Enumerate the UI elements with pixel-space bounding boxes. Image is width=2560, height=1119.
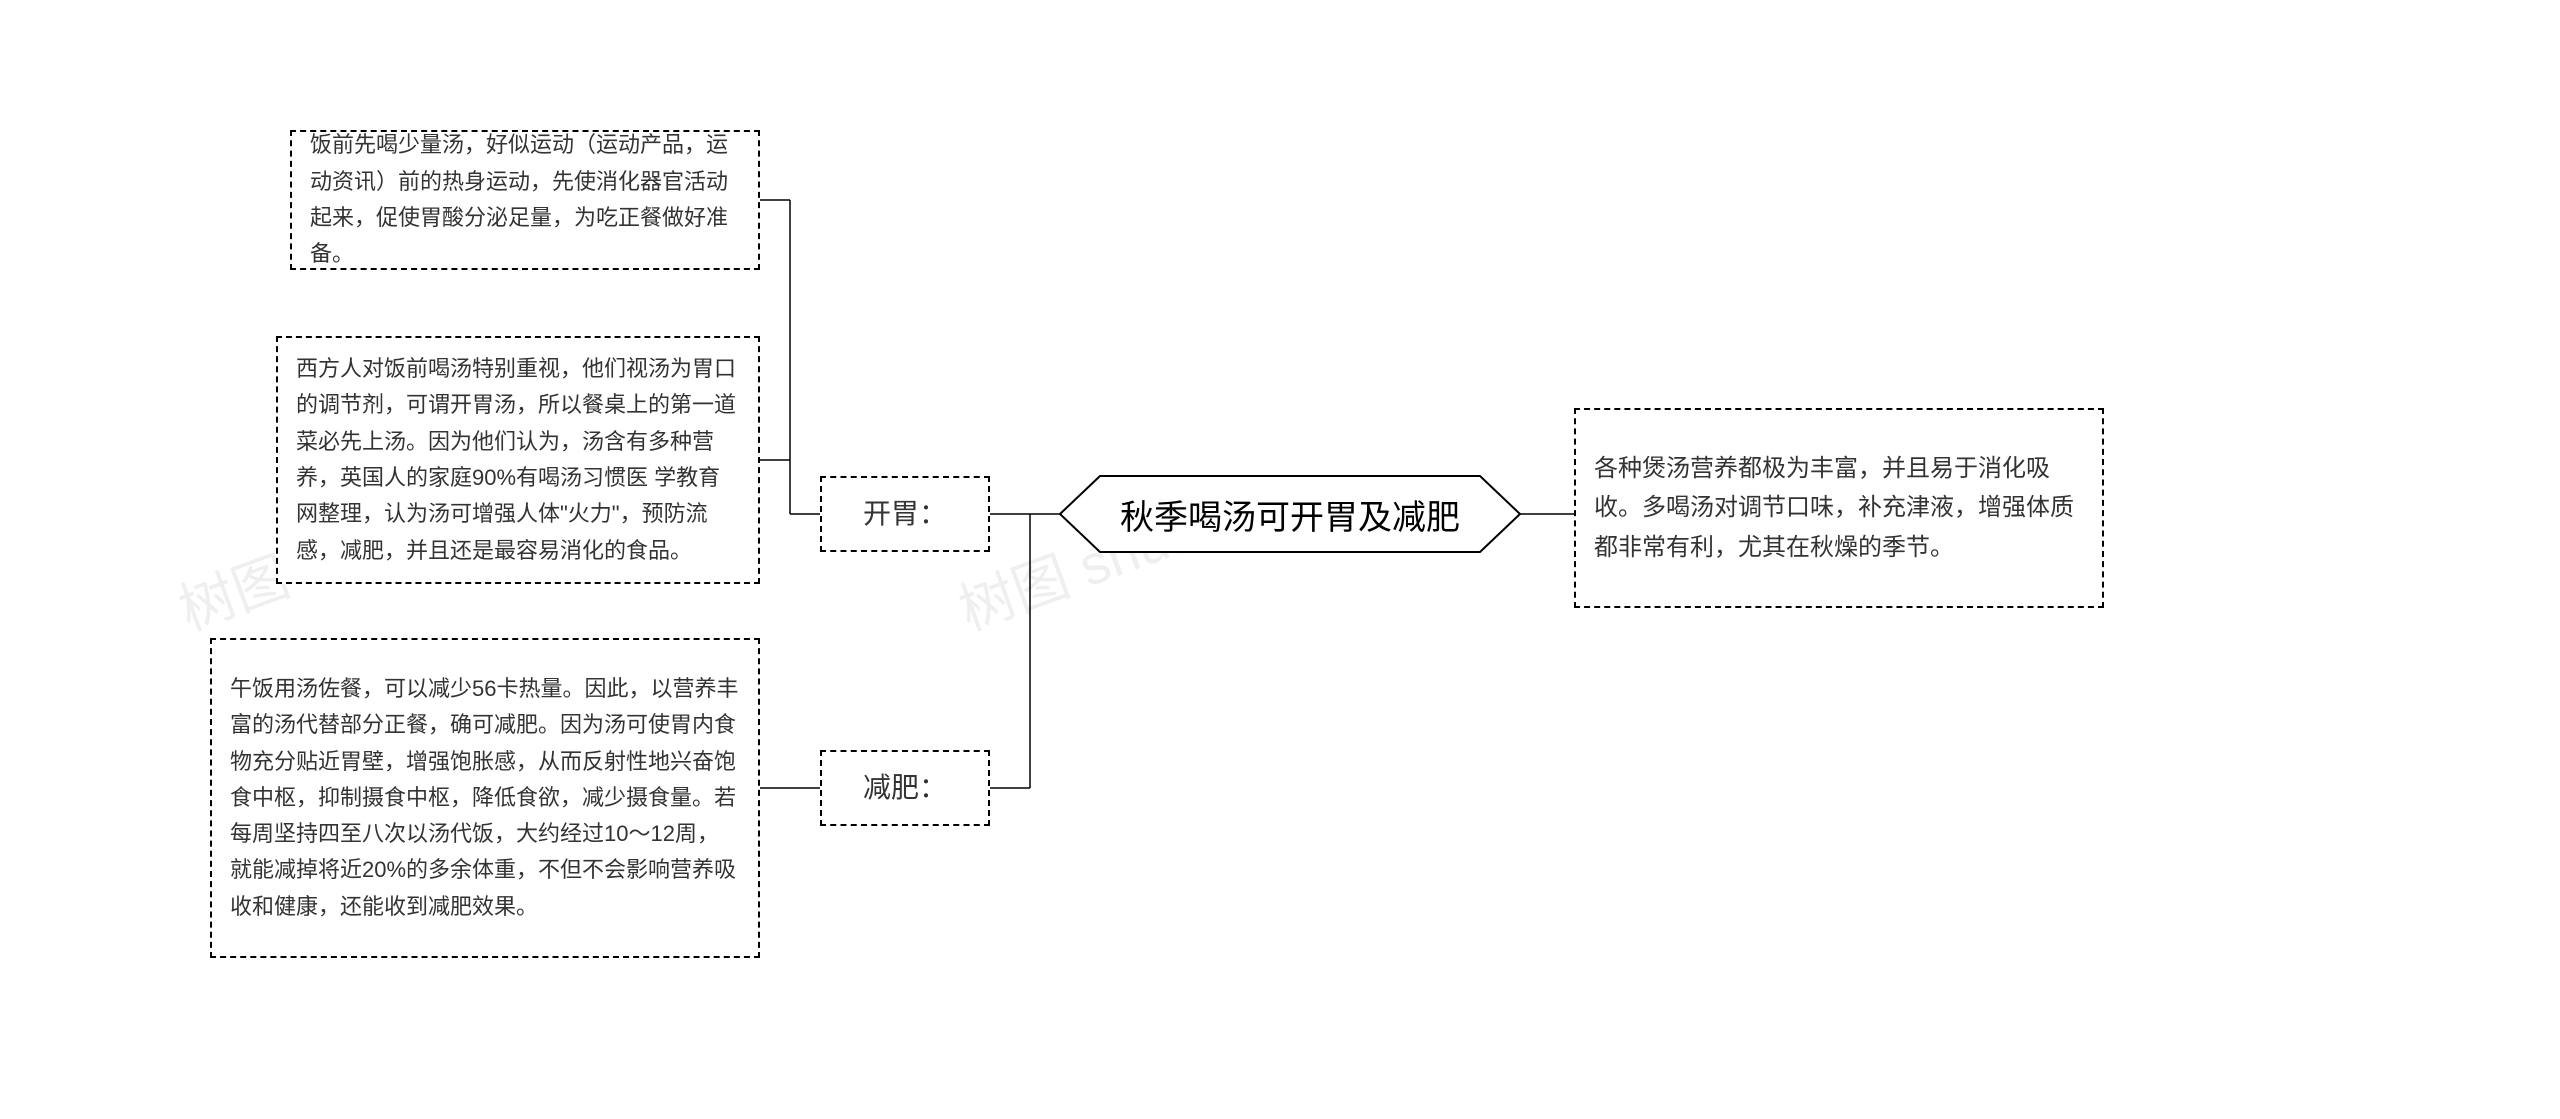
branch-jianfei-label: 减肥： xyxy=(863,765,947,811)
kaiwei-detail-1-text: 饭前先喝少量汤，好似运动（运动产品，运动资讯）前的热身运动，先使消化器官活动起来… xyxy=(310,127,740,272)
right-detail-text: 各种煲汤营养都极为丰富，并且易于消化吸收。多喝汤对调节口味，补充津液，增强体质都… xyxy=(1594,449,2084,568)
branch-jianfei: 减肥： xyxy=(820,750,990,826)
right-detail-node: 各种煲汤营养都极为丰富，并且易于消化吸收。多喝汤对调节口味，补充津液，增强体质都… xyxy=(1574,408,2104,608)
center-node: 秋季喝汤可开胃及减肥 xyxy=(1060,476,1520,552)
branch-kaiwei: 开胃： xyxy=(820,476,990,552)
mindmap-canvas: 树图 shutu.cn 树图 shutu.cn 秋季喝汤可开胃 xyxy=(0,0,2560,1119)
kaiwei-detail-2-text: 西方人对饭前喝汤特别重视，他们视汤为胃口的调节剂，可谓开胃汤，所以餐桌上的第一道… xyxy=(296,351,740,569)
branch-kaiwei-label: 开胃： xyxy=(863,491,947,537)
kaiwei-detail-2: 西方人对饭前喝汤特别重视，他们视汤为胃口的调节剂，可谓开胃汤，所以餐桌上的第一道… xyxy=(276,336,760,584)
jianfei-detail-1: 午饭用汤佐餐，可以减少56卡热量。因此，以营养丰富的汤代替部分正餐，确可减肥。因… xyxy=(210,638,760,958)
kaiwei-detail-1: 饭前先喝少量汤，好似运动（运动产品，运动资讯）前的热身运动，先使消化器官活动起来… xyxy=(290,130,760,270)
center-title: 秋季喝汤可开胃及减肥 xyxy=(1120,490,1460,539)
jianfei-detail-1-text: 午饭用汤佐餐，可以减少56卡热量。因此，以营养丰富的汤代替部分正餐，确可减肥。因… xyxy=(230,671,740,925)
